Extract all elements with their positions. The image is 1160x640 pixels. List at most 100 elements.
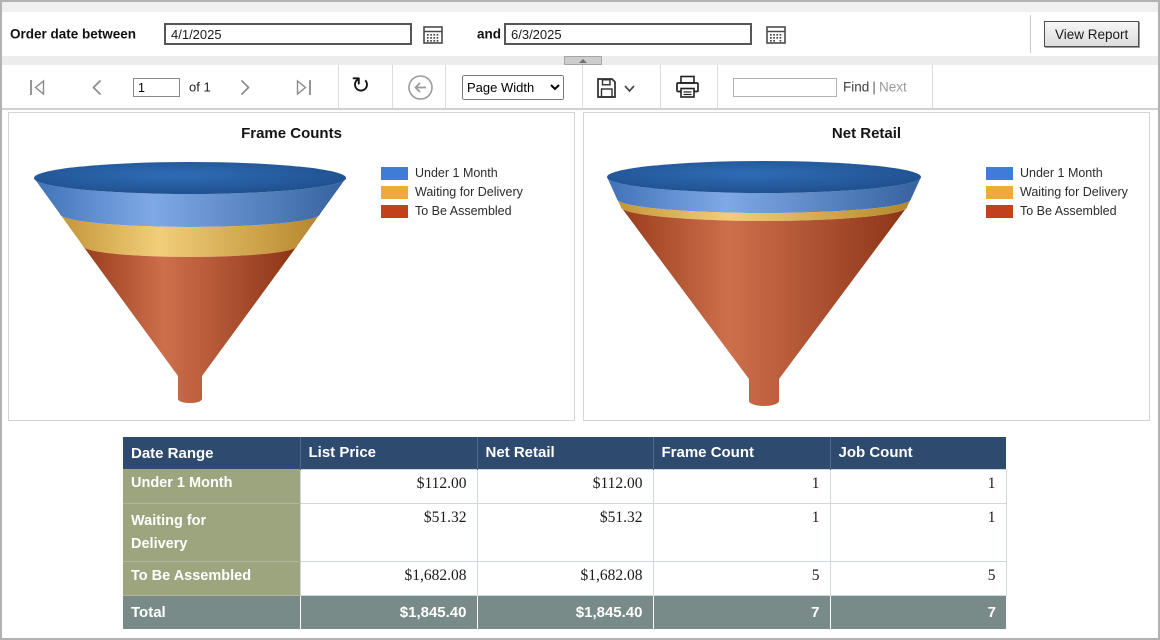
column-header-list-price: List Price [299, 437, 477, 469]
funnel-segment-waiting-for-delivery [60, 214, 320, 257]
top-strip [2, 2, 1158, 12]
start-date-input[interactable] [164, 23, 412, 45]
and-label: and [477, 26, 502, 42]
collapse-up-icon [579, 58, 587, 63]
funnel-segment-under-1-month [34, 178, 346, 227]
table-header-row: Date Range List Price Net Retail Frame C… [123, 437, 1006, 469]
legend-item: Under 1 Month [986, 166, 1128, 180]
legend-swatch-to-be-assembled [986, 204, 1013, 218]
legend-label: Waiting for Delivery [1020, 185, 1128, 199]
column-header-frame-count: Frame Count [652, 437, 830, 469]
legend-label: Waiting for Delivery [415, 185, 523, 199]
legend-swatch-waiting-for-delivery [986, 185, 1013, 199]
total-label: Total [123, 595, 300, 629]
funnel-segment-under-1-month [607, 177, 921, 213]
back-arrow-icon [408, 75, 433, 100]
table-total-row: Total $1,845.40 $1,845.40 7 7 [123, 595, 1006, 629]
next-link[interactable]: Next [879, 79, 907, 94]
parameter-divider [1030, 15, 1031, 53]
table-cell: $1,682.08 [476, 560, 654, 596]
next-page-button[interactable] [239, 79, 252, 96]
back-button[interactable] [407, 74, 434, 101]
table-row: To Be Assembled $1,682.08 $1,682.08 5 5 [123, 560, 1007, 596]
chart-legend: Under 1 Month Waiting for Delivery To Be… [986, 166, 1128, 223]
view-report-button[interactable]: View Report [1044, 21, 1140, 47]
legend-swatch-waiting-for-delivery [381, 185, 408, 199]
find-link[interactable]: Find [843, 79, 870, 94]
find-next-divider: | [872, 79, 877, 94]
total-cell: 7 [652, 595, 830, 629]
end-date-calendar-button[interactable] [764, 23, 788, 47]
table-cell: 5 [829, 560, 1007, 596]
zoom-select[interactable]: Page Width [462, 75, 564, 100]
start-date-calendar-button[interactable] [421, 23, 445, 47]
refresh-button[interactable]: ↻ [351, 72, 371, 98]
row-header-text: Waiting for Delivery [131, 512, 207, 552]
summary-table: Date Range List Price Net Retail Frame C… [123, 437, 1007, 629]
page-number-input[interactable] [133, 78, 180, 97]
find-text-input[interactable] [733, 78, 837, 97]
previous-page-icon [92, 79, 102, 96]
funnel-segment-waiting-for-delivery [617, 199, 911, 221]
table-cell: 1 [652, 502, 831, 562]
last-page-icon [296, 79, 311, 96]
calendar-icon [766, 26, 786, 44]
funnel-top-disk [607, 161, 921, 193]
table-cell: $51.32 [476, 502, 654, 562]
toolbar-separator [717, 65, 718, 108]
legend-item: Waiting for Delivery [986, 185, 1128, 199]
toolbar-separator [660, 65, 661, 108]
toolbar-separator [582, 65, 583, 108]
legend-item: Waiting for Delivery [381, 185, 523, 199]
legend-label: To Be Assembled [415, 204, 512, 218]
first-page-icon [30, 79, 45, 96]
funnel-top-disk [34, 162, 346, 194]
legend-item: To Be Assembled [986, 204, 1128, 218]
next-page-icon [240, 79, 250, 96]
end-date-input[interactable] [504, 23, 752, 45]
column-header-net-retail: Net Retail [476, 437, 653, 469]
calendar-icon [423, 26, 443, 44]
save-icon [597, 78, 635, 98]
toolbar-separator [392, 65, 393, 108]
row-header-to-be-assembled: To Be Assembled [123, 561, 301, 596]
funnel-chart [34, 162, 346, 403]
legend-label: Under 1 Month [415, 166, 498, 180]
table-cell: $112.00 [299, 468, 478, 504]
previous-page-button[interactable] [90, 79, 103, 96]
legend-label: Under 1 Month [1020, 166, 1103, 180]
chart-legend: Under 1 Month Waiting for Delivery To Be… [381, 166, 523, 223]
net-retail-chart: Net Retail Under 1 Month Waiting for Del… [583, 112, 1150, 421]
last-page-button[interactable] [294, 79, 313, 96]
legend-swatch-under-1-month [986, 166, 1013, 180]
table-cell: 5 [652, 560, 831, 596]
toolbar-separator [338, 65, 339, 108]
total-cell: $1,845.40 [476, 595, 653, 629]
total-cell: 7 [829, 595, 1006, 629]
parameter-bar: Order date between and [2, 12, 1158, 56]
legend-swatch-under-1-month [381, 166, 408, 180]
toolbar-separator [932, 65, 933, 108]
collapse-parameters-handle[interactable] [564, 56, 602, 65]
chart-title: Frame Counts [241, 125, 342, 142]
row-header-waiting-for-delivery: Waiting for Delivery [123, 503, 301, 562]
first-page-button[interactable] [28, 79, 47, 96]
table-cell: $1,682.08 [299, 560, 478, 596]
table-cell: 1 [829, 468, 1007, 504]
print-icon [676, 75, 699, 98]
total-cell: $1,845.40 [299, 595, 477, 629]
table-cell: $51.32 [299, 502, 478, 562]
funnel-segment-to-be-assembled [621, 207, 907, 406]
table-row: Waiting for Delivery $51.32 $51.32 1 1 [123, 502, 1007, 562]
funnel-chart [607, 161, 921, 406]
print-button[interactable] [675, 75, 700, 99]
legend-label: To Be Assembled [1020, 204, 1117, 218]
export-save-button[interactable] [595, 76, 637, 100]
order-date-label: Order date between [10, 26, 137, 42]
chart-title: Net Retail [831, 125, 902, 142]
frame-counts-chart: Frame Counts Under 1 Month Waiting for D… [8, 112, 575, 421]
table-cell: $112.00 [476, 468, 654, 504]
report-body: Frame Counts Under 1 Month Waiting for D… [2, 112, 1158, 638]
funnel-segment-to-be-assembled [83, 246, 297, 403]
